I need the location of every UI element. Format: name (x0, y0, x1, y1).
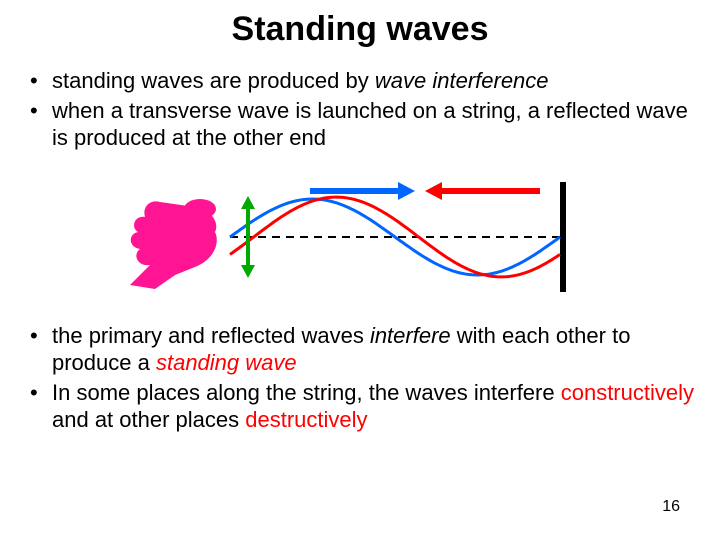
amplitude-arrow-up (241, 196, 255, 209)
incident-arrow-head (398, 182, 415, 200)
wave-diagram (120, 172, 600, 302)
bullet-item: when a transverse wave is launched on a … (30, 97, 700, 152)
bullet-item: the primary and reflected waves interfer… (30, 322, 700, 377)
bullet-item: In some places along the string, the wav… (30, 379, 700, 434)
bullet-list-top: standing waves are produced by wave inte… (20, 67, 700, 152)
text-span: destructively (245, 407, 367, 432)
page-number: 16 (662, 498, 680, 516)
bullet-item: standing waves are produced by wave inte… (30, 67, 700, 95)
text-span: constructively (561, 380, 694, 405)
text-span: the primary and reflected waves (52, 323, 370, 348)
text-span: when a transverse wave is launched on a … (52, 98, 688, 151)
wall (560, 182, 566, 292)
text-span: standing waves are produced by (52, 68, 375, 93)
amplitude-arrow-down (241, 265, 255, 278)
page-title: Standing waves (20, 10, 700, 49)
text-span: In some places along the string, the wav… (52, 380, 561, 405)
text-span: and at other places (52, 407, 245, 432)
text-span: wave interference (375, 68, 549, 93)
reflected-arrow-head (425, 182, 442, 200)
bullet-list-bottom: the primary and reflected waves interfer… (20, 322, 700, 434)
text-span: standing wave (156, 350, 297, 375)
text-span: interfere (370, 323, 451, 348)
hand-thumb (184, 199, 216, 219)
